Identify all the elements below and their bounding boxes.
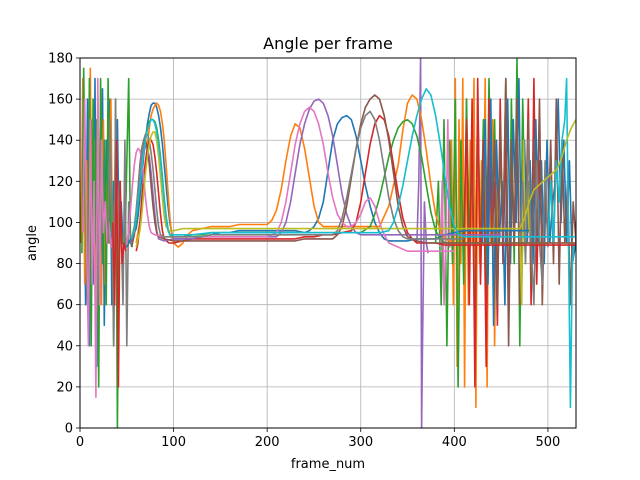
axis-ticks: 0 100 200 300 400 500 0 20 40 60 80 100 120 140 160 180 (48, 52, 560, 451)
series-line-5 (130, 98, 502, 244)
y-tick-label: 40 (56, 339, 73, 354)
y-tick-label: 20 (56, 380, 73, 395)
chart-title: Angle per frame (263, 34, 393, 53)
series-line-7 (126, 106, 455, 252)
y-tick-label: 80 (56, 257, 73, 272)
y-tick-label: 100 (48, 216, 73, 231)
plot-area (80, 58, 576, 428)
x-axis-label: frame_num (291, 457, 365, 472)
plot-frame (79, 57, 577, 429)
series-line-10 (130, 88, 576, 240)
y-tick-label: 160 (48, 93, 73, 108)
y-tick-label: 0 (65, 422, 73, 437)
y-tick-label: 60 (56, 298, 73, 313)
x-tick-label: 500 (536, 435, 561, 450)
y-tick-label: 120 (48, 175, 73, 190)
x-tick-label: 300 (348, 435, 373, 450)
x-tick-label: 200 (255, 435, 280, 450)
y-tick-label: 180 (48, 52, 73, 67)
noise-burst-line-7 (416, 58, 429, 428)
series-line-9 (135, 119, 576, 248)
x-tick-label: 400 (442, 435, 467, 450)
x-tick-label: 100 (161, 435, 186, 450)
noise-burst-line-6 (112, 139, 127, 388)
series-line-6 (130, 94, 576, 248)
series-layer (80, 58, 576, 428)
x-tick-label: 0 (76, 435, 84, 450)
y-tick-label: 140 (48, 134, 73, 149)
y-axis-label: angle (25, 225, 40, 261)
noise-burst-line-4 (82, 77, 116, 399)
